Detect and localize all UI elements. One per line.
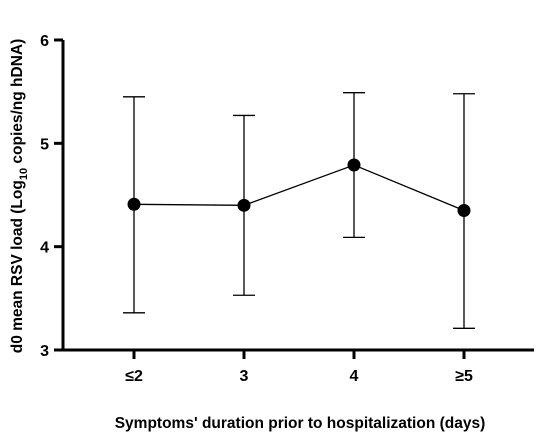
x-tick-label: ≤2 bbox=[125, 368, 143, 385]
data-points bbox=[127, 158, 471, 217]
data-point bbox=[347, 158, 361, 172]
x-tick-label: 3 bbox=[240, 368, 249, 385]
y-axis-label-rest: copies/ng hDNA) bbox=[9, 39, 26, 168]
y-axis-label-main: d0 mean RSV load (Log bbox=[9, 180, 26, 353]
y-axis-label-subscript: 10 bbox=[18, 168, 30, 180]
data-point bbox=[457, 204, 471, 217]
y-axis-label: d0 mean RSV load (Log10 copies/ng hDNA) bbox=[9, 39, 30, 354]
series-line-group bbox=[133, 164, 465, 212]
x-axis-label: Symptoms' duration prior to hospitalizat… bbox=[115, 415, 486, 432]
data-point bbox=[237, 198, 251, 212]
y-tick-label: 3 bbox=[40, 343, 49, 360]
y-tick-label: 4 bbox=[40, 240, 49, 257]
y-ticks: 3 4 5 6 bbox=[40, 33, 63, 360]
data-point bbox=[127, 197, 141, 211]
y-tick-label: 5 bbox=[40, 136, 49, 153]
series-line bbox=[133, 164, 465, 212]
x-tick-label: ≥5 bbox=[455, 368, 473, 385]
error-bars bbox=[123, 92, 475, 329]
x-ticks: ≤2 3 4 ≥5 bbox=[125, 350, 473, 385]
x-tick-label: 4 bbox=[350, 368, 359, 385]
y-tick-label: 6 bbox=[40, 33, 49, 50]
axes bbox=[61, 40, 534, 352]
